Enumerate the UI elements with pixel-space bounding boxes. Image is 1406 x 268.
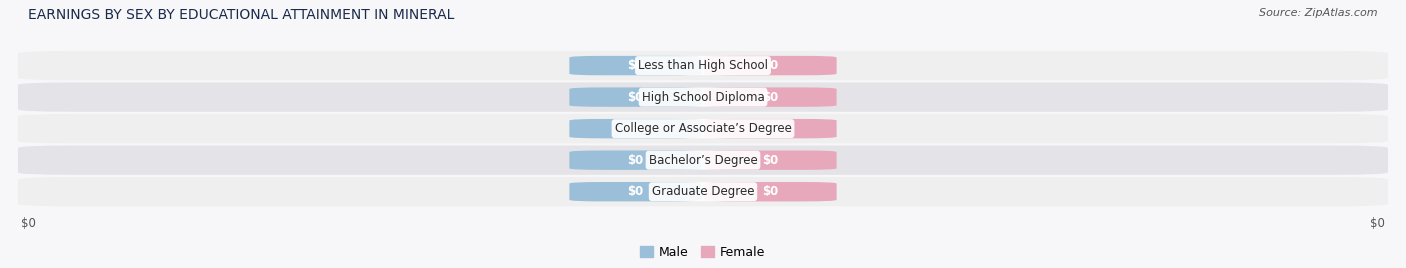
- Legend: Male, Female: Male, Female: [636, 241, 770, 264]
- Text: $0: $0: [762, 122, 779, 135]
- FancyBboxPatch shape: [569, 182, 702, 202]
- FancyBboxPatch shape: [704, 56, 837, 75]
- Text: Bachelor’s Degree: Bachelor’s Degree: [648, 154, 758, 167]
- Text: High School Diploma: High School Diploma: [641, 91, 765, 104]
- FancyBboxPatch shape: [569, 150, 702, 170]
- FancyBboxPatch shape: [704, 182, 837, 202]
- Text: $0: $0: [762, 154, 779, 167]
- Text: EARNINGS BY SEX BY EDUCATIONAL ATTAINMENT IN MINERAL: EARNINGS BY SEX BY EDUCATIONAL ATTAINMEN…: [28, 8, 454, 22]
- FancyBboxPatch shape: [18, 146, 1388, 175]
- FancyBboxPatch shape: [18, 177, 1388, 206]
- FancyBboxPatch shape: [704, 87, 837, 107]
- FancyBboxPatch shape: [704, 119, 837, 138]
- Text: $0: $0: [627, 91, 644, 104]
- FancyBboxPatch shape: [569, 119, 702, 138]
- Text: $0: $0: [627, 122, 644, 135]
- Text: $0: $0: [762, 185, 779, 198]
- Text: College or Associate’s Degree: College or Associate’s Degree: [614, 122, 792, 135]
- FancyBboxPatch shape: [704, 150, 837, 170]
- FancyBboxPatch shape: [569, 87, 702, 107]
- Text: Less than High School: Less than High School: [638, 59, 768, 72]
- Text: Source: ZipAtlas.com: Source: ZipAtlas.com: [1260, 8, 1378, 18]
- Text: $0: $0: [627, 59, 644, 72]
- Text: $0: $0: [762, 59, 779, 72]
- Text: $0: $0: [627, 185, 644, 198]
- FancyBboxPatch shape: [18, 114, 1388, 143]
- FancyBboxPatch shape: [569, 56, 702, 75]
- Text: $0: $0: [627, 154, 644, 167]
- Text: Graduate Degree: Graduate Degree: [652, 185, 754, 198]
- FancyBboxPatch shape: [18, 83, 1388, 112]
- FancyBboxPatch shape: [18, 51, 1388, 80]
- Text: $0: $0: [762, 91, 779, 104]
